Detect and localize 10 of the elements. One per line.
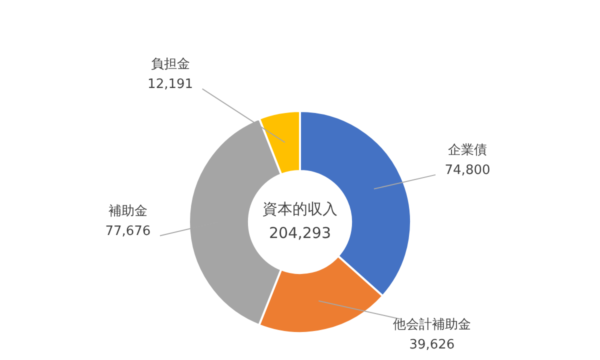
data-label: 39,626: [409, 337, 455, 352]
slice-label: 企業債: [448, 143, 488, 158]
data-label: 12,191: [148, 77, 194, 92]
slice-label: 補助金: [108, 204, 148, 220]
data-label: 77,676: [105, 224, 151, 240]
slice-label: 他会計補助金: [392, 317, 471, 332]
text: 資本的収入: [262, 200, 338, 218]
data-label: 74,800: [444, 163, 490, 178]
slice-label: 負担金: [150, 57, 190, 72]
text: 204,293: [268, 224, 332, 242]
